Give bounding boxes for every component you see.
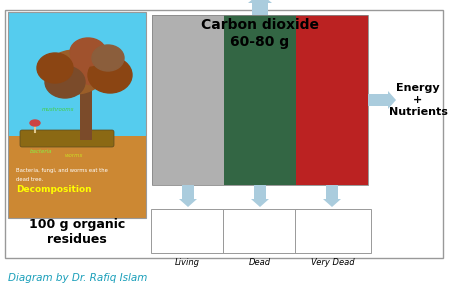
Bar	[296, 15, 368, 185]
FancyArrow shape	[179, 185, 197, 207]
Ellipse shape	[88, 57, 132, 93]
Text: Very Dead: Very Dead	[311, 258, 355, 267]
Text: Carbon dioxide: Carbon dioxide	[201, 18, 319, 32]
FancyBboxPatch shape	[20, 130, 114, 147]
Bar	[8, 12, 146, 218]
FancyArrow shape	[368, 91, 396, 109]
Bar	[224, 15, 296, 185]
FancyArrow shape	[323, 185, 341, 207]
Bar	[152, 15, 224, 185]
Text: Decomposition: Decomposition	[16, 185, 92, 194]
Text: 3-8 g
Microorganisms: 3-8 g Microorganisms	[153, 221, 221, 241]
Ellipse shape	[92, 45, 124, 71]
FancyArrow shape	[248, 0, 272, 15]
FancyBboxPatch shape	[151, 209, 223, 253]
Text: Energy
+
Nutrients: Energy + Nutrients	[388, 83, 447, 117]
Text: worms: worms	[65, 153, 83, 158]
FancyArrow shape	[251, 185, 269, 207]
FancyBboxPatch shape	[223, 209, 297, 253]
Text: Dead: Dead	[249, 258, 271, 267]
Text: 3-8 g
Non-humic
compounds: 3-8 g Non-humic compounds	[235, 216, 285, 246]
Ellipse shape	[70, 38, 106, 66]
Text: 10-30 g
Humic
compounds: 10-30 g Humic compounds	[308, 216, 358, 246]
Ellipse shape	[45, 50, 105, 94]
Bar	[80, 85, 92, 140]
Text: Bacteria, fungi, and worms eat the: Bacteria, fungi, and worms eat the	[16, 168, 108, 173]
Text: bacteria: bacteria	[30, 149, 53, 154]
Text: mushrooms: mushrooms	[42, 107, 75, 112]
Ellipse shape	[30, 120, 40, 126]
Ellipse shape	[37, 53, 73, 83]
Text: Diagram by Dr. Rafiq Islam: Diagram by Dr. Rafiq Islam	[8, 273, 148, 283]
FancyBboxPatch shape	[5, 10, 443, 258]
Bar	[8, 136, 146, 218]
Ellipse shape	[45, 66, 85, 98]
Text: 100 g organic
residues: 100 g organic residues	[29, 218, 125, 246]
Text: 60-80 g: 60-80 g	[230, 35, 289, 49]
Text: Living: Living	[175, 258, 199, 267]
Bar	[8, 12, 146, 136]
Ellipse shape	[69, 45, 121, 85]
Text: dead tree.: dead tree.	[16, 177, 43, 182]
FancyBboxPatch shape	[295, 209, 371, 253]
Bar	[152, 15, 368, 185]
